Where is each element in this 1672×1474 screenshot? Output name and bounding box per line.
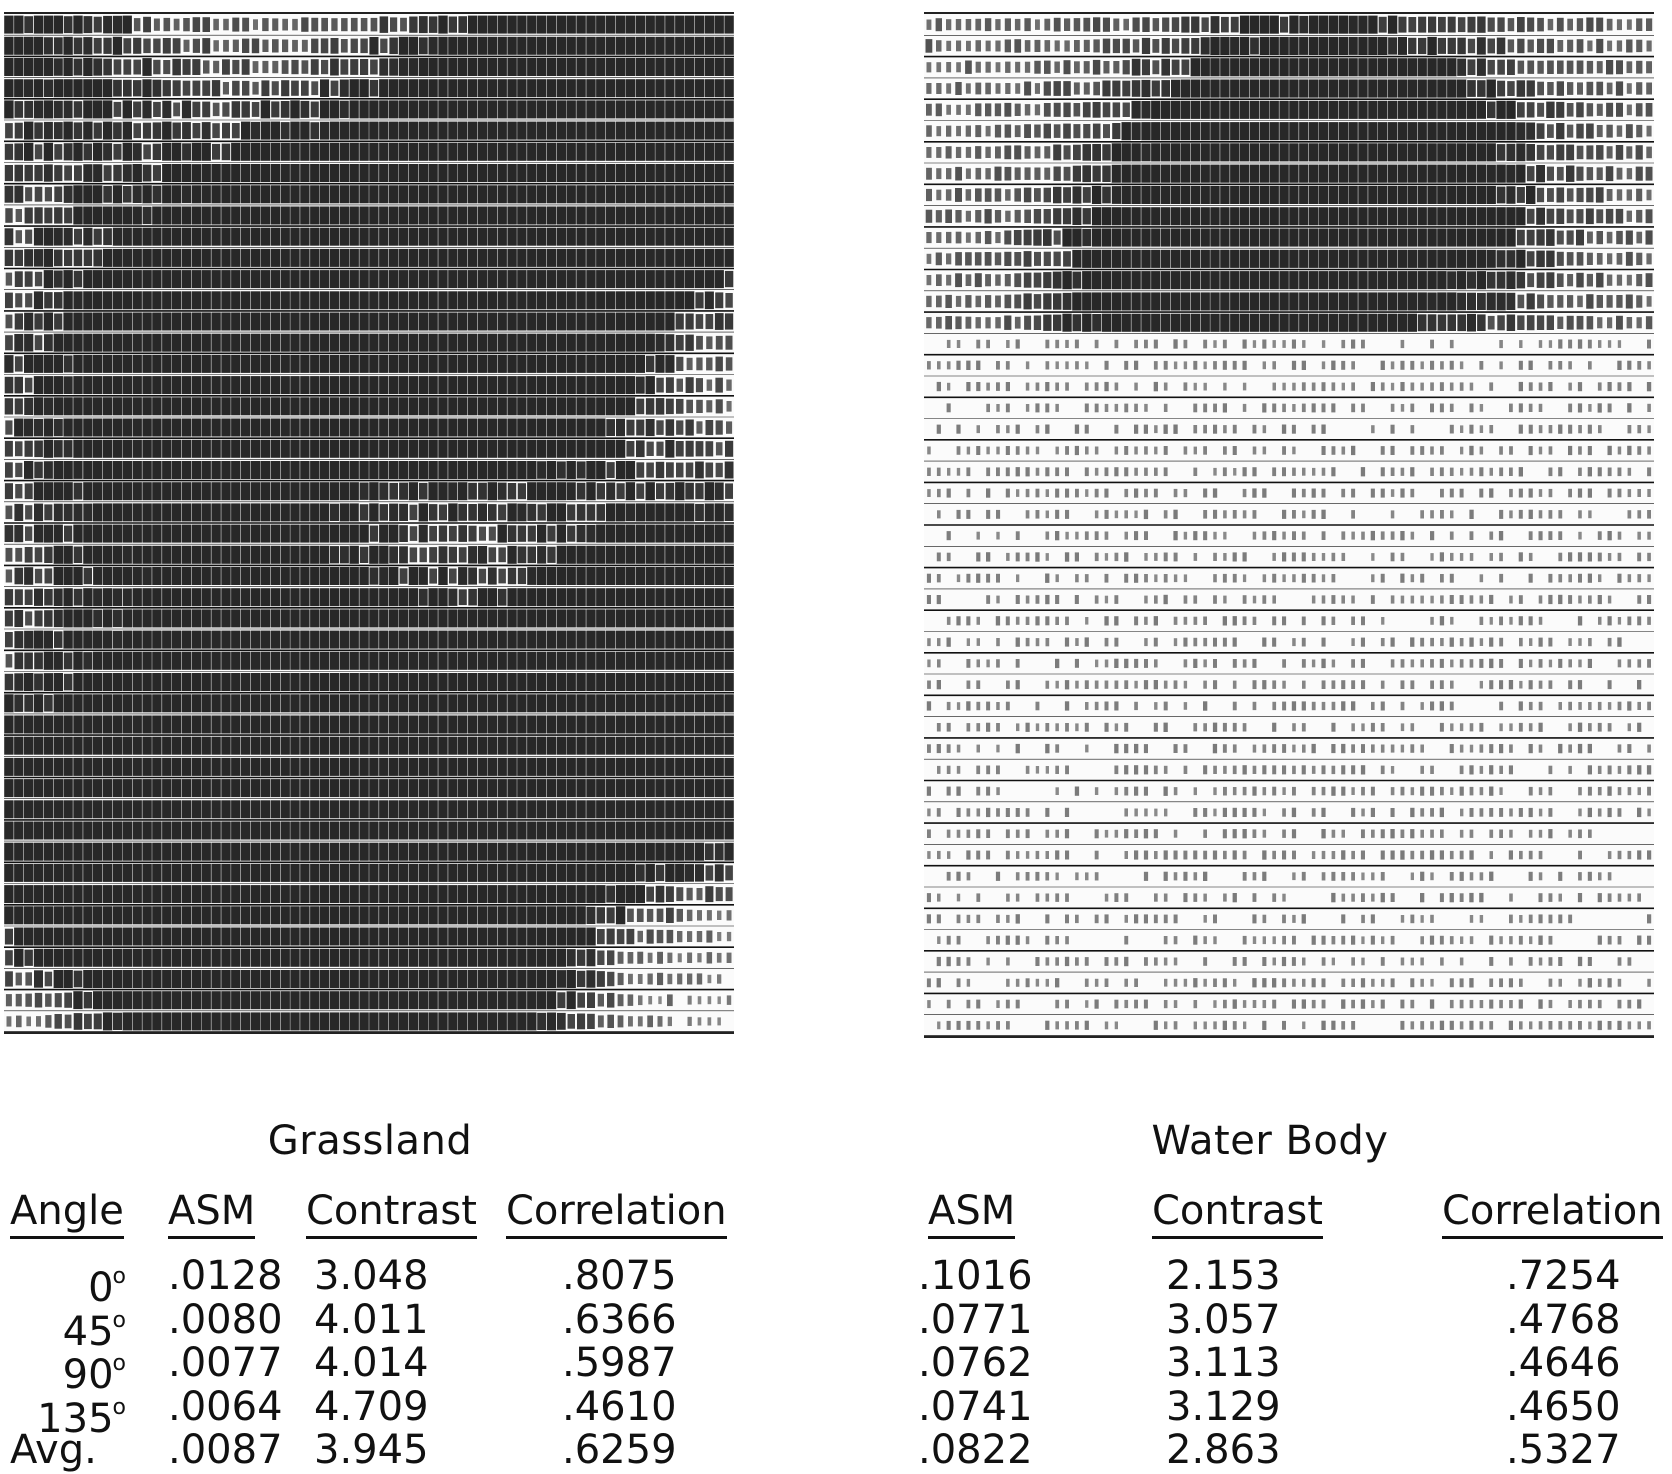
angle-row-average: Avg.	[10, 1427, 97, 1473]
degree-symbol: o	[112, 1307, 126, 1333]
degree-symbol: o	[112, 1394, 126, 1420]
water-correlation-cell: .4646	[1506, 1340, 1621, 1386]
grassland-correlation-header: Correlation	[506, 1188, 727, 1239]
degree-symbol: o	[112, 1351, 126, 1376]
grassland-contrast-cell: 3.048	[314, 1253, 429, 1299]
water-contrast-cell: 3.129	[1166, 1383, 1281, 1430]
grassland-asm-cell: .0064	[168, 1383, 283, 1430]
water-asm-header: ASM	[928, 1188, 1016, 1239]
water-asm-cell: .0822	[918, 1427, 1033, 1473]
grassland-contrast-header: Contrast	[306, 1188, 477, 1239]
grassland-asm-cell: .0087	[168, 1427, 283, 1473]
water-body-printout-image	[924, 12, 1654, 1038]
grassland-contrast-cell: 4.709	[314, 1383, 429, 1430]
grassland-contrast-cell: 4.014	[314, 1340, 429, 1386]
grassland-asm-cell: .0080	[168, 1296, 283, 1343]
angle-column: 0o 45o 90o 135o Avg.	[10, 1255, 126, 1473]
grassland-contrast-cell: 4.011	[314, 1296, 429, 1343]
degree-symbol: o	[112, 1264, 126, 1289]
water-contrast-cell: 3.057	[1166, 1296, 1281, 1343]
water-contrast-header: Contrast	[1152, 1188, 1323, 1239]
angle-row: 90o	[62, 1351, 126, 1398]
water-correlation-cell: .4650	[1506, 1383, 1621, 1430]
grassland-printout-texture	[4, 15, 734, 1032]
grassland-asm-column: .0128 .0080 .0077 .0064 .0087	[168, 1253, 283, 1473]
grassland-contrast-column: 3.048 4.011 4.014 4.709 3.945	[314, 1253, 429, 1473]
grassland-correlation-cell: .5987	[562, 1340, 677, 1386]
water-contrast-cell: 3.113	[1166, 1340, 1281, 1386]
angle-row: 135o	[37, 1394, 126, 1442]
water-contrast-cell: 2.863	[1166, 1427, 1281, 1473]
grassland-correlation-cell: .6259	[562, 1427, 677, 1473]
grassland-correlation-cell: .4610	[562, 1383, 677, 1430]
angle-header: Angle	[10, 1188, 124, 1239]
grassland-asm-cell: .0077	[168, 1340, 283, 1386]
water-asm-cell: .0771	[918, 1296, 1033, 1343]
water-asm-column: .1016 .0771 .0762 .0741 .0822	[918, 1253, 1033, 1473]
grassland-printout-image	[4, 12, 734, 1034]
grassland-caption: Grassland	[267, 1118, 473, 1164]
grassland-asm-cell: .0128	[168, 1253, 283, 1299]
water-body-caption: Water Body	[1151, 1118, 1389, 1164]
angle-row: 45o	[62, 1307, 126, 1355]
grassland-correlation-cell: .6366	[562, 1296, 677, 1343]
water-correlation-cell: .7254	[1506, 1253, 1621, 1299]
water-contrast-column: 2.153 3.057 3.113 3.129 2.863	[1166, 1253, 1281, 1473]
water-correlation-cell: .4768	[1506, 1296, 1621, 1343]
grassland-asm-header: ASM	[168, 1188, 256, 1239]
water-correlation-cell: .5327	[1506, 1427, 1621, 1473]
water-asm-cell: .1016	[918, 1253, 1033, 1299]
grassland-contrast-cell: 3.945	[314, 1427, 429, 1473]
grassland-correlation-column: .8075 .6366 .5987 .4610 .6259	[562, 1253, 677, 1473]
water-correlation-header: Correlation	[1442, 1188, 1663, 1239]
water-asm-cell: .0762	[918, 1340, 1033, 1386]
water-correlation-column: .7254 .4768 .4646 .4650 .5327	[1506, 1253, 1621, 1473]
water-contrast-cell: 2.153	[1166, 1253, 1281, 1299]
angle-row: 0o	[88, 1264, 126, 1311]
grassland-correlation-cell: .8075	[562, 1253, 677, 1299]
water-body-printout-texture	[924, 15, 1654, 1036]
water-asm-cell: .0741	[918, 1383, 1033, 1430]
